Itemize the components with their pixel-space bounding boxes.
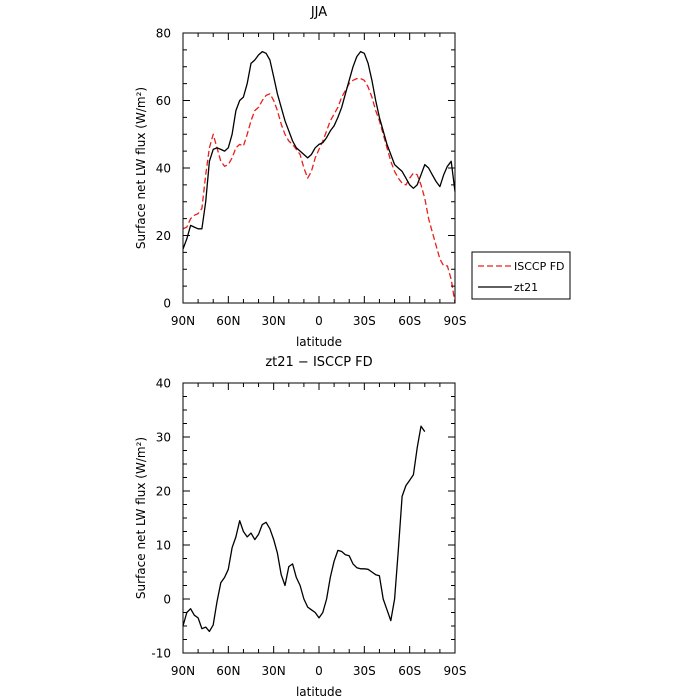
x-tick-label: 90N: [171, 664, 195, 678]
y-tick-label: 80: [156, 27, 171, 41]
x-tick-label: 30N: [262, 314, 286, 328]
x-axis-label: latitude: [296, 685, 342, 699]
chart-title: JJA: [310, 5, 327, 20]
tick-group: 90N 60N 30N 0 30S 60S 90S 0 20 40 60 80: [156, 27, 467, 329]
x-tick-label: 30S: [353, 664, 376, 678]
x-tick-label: 90S: [444, 314, 467, 328]
series-group: [182, 50, 456, 304]
legend: ISCCP FD zt21: [471, 251, 571, 300]
y-axis-label: Surface net LW flux (W/m²): [134, 437, 148, 599]
x-tick-label: 30S: [353, 314, 376, 328]
x-tick-label: 0: [315, 664, 323, 678]
x-tick-label: 60S: [398, 314, 421, 328]
series-line-isccp-fd: [182, 77, 456, 304]
y-tick-label: 60: [156, 94, 171, 108]
y-axis-label: Surface net LW flux (W/m²): [134, 87, 148, 249]
y-tick-label: 20: [156, 485, 171, 499]
y-tick-label: 10: [156, 539, 171, 553]
y-tick-label: 40: [156, 377, 171, 391]
chart-title: zt21 − ISCCP FD: [265, 355, 372, 370]
plot-frame: [182, 382, 456, 654]
series-line-zt21: [182, 50, 456, 250]
x-tick-label: 90S: [444, 664, 467, 678]
plot-frame: [182, 32, 456, 304]
y-tick-label: 0: [163, 593, 171, 607]
y-tick-label: -10: [151, 647, 171, 661]
y-tick-label: 20: [156, 229, 171, 243]
x-tick-label: 60N: [216, 314, 240, 328]
x-tick-label: 60S: [398, 664, 421, 678]
series-group: [182, 425, 426, 633]
chart-panel-top: JJA 90N 60N 30N 0 30S 60S 90S 0 20 40 60 80 latitud…: [134, 5, 571, 349]
legend-label-isccp: ISCCP FD: [514, 260, 565, 273]
chart-panel-bottom: zt21 − ISCCP FD 90N 60N 30N 0 30S 60S 90S -10 0 1…: [134, 355, 466, 699]
x-tick-label: 0: [315, 314, 323, 328]
legend-box: [471, 251, 571, 300]
y-tick-label: 0: [163, 297, 171, 311]
legend-label-zt21: zt21: [514, 281, 538, 294]
tick-group: 90N 60N 30N 0 30S 60S 90S -10 0 10 20 30 40: [151, 377, 466, 679]
x-axis-label: latitude: [296, 335, 342, 349]
x-tick-label: 60N: [216, 664, 240, 678]
x-tick-label: 30N: [262, 664, 286, 678]
series-line: [182, 425, 426, 633]
y-tick-label: 30: [156, 431, 171, 445]
y-tick-label: 40: [156, 162, 171, 176]
x-tick-label: 90N: [171, 314, 195, 328]
